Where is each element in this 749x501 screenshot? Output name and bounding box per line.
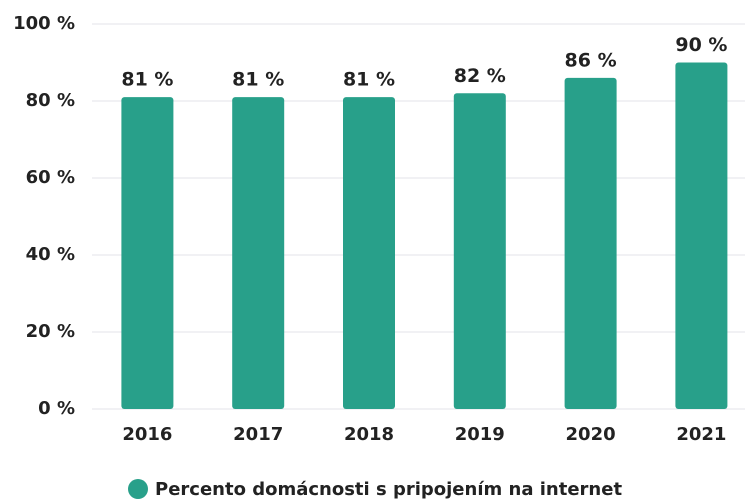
bar — [453, 93, 506, 410]
x-tick-label: 2017 — [233, 424, 283, 445]
x-tick-label: 2020 — [566, 424, 616, 445]
data-label: 81 % — [232, 69, 284, 91]
bar — [121, 97, 174, 410]
legend-label: Percento domácnosti s pripojením na inte… — [155, 479, 622, 500]
y-tick-label: 20 % — [26, 321, 75, 342]
legend-marker — [128, 479, 148, 499]
y-tick-label: 40 % — [26, 244, 75, 265]
x-tick-label: 2021 — [676, 424, 726, 445]
bar — [564, 77, 617, 410]
y-tick-label: 60 % — [26, 167, 75, 188]
y-tick-label: 80 % — [26, 90, 75, 111]
y-tick-label: 100 % — [13, 13, 75, 34]
data-label: 82 % — [454, 65, 506, 87]
x-tick-label: 2018 — [344, 424, 394, 445]
y-tick-label: 0 % — [38, 398, 75, 419]
bar — [675, 62, 728, 409]
x-tick-label: 2019 — [455, 424, 505, 445]
data-label: 90 % — [675, 34, 727, 56]
x-tick-label: 2016 — [122, 424, 172, 445]
data-label: 81 % — [121, 69, 173, 91]
bar — [232, 97, 285, 410]
data-label: 86 % — [565, 49, 617, 71]
bar — [343, 97, 395, 410]
data-label: 81 % — [343, 69, 395, 91]
